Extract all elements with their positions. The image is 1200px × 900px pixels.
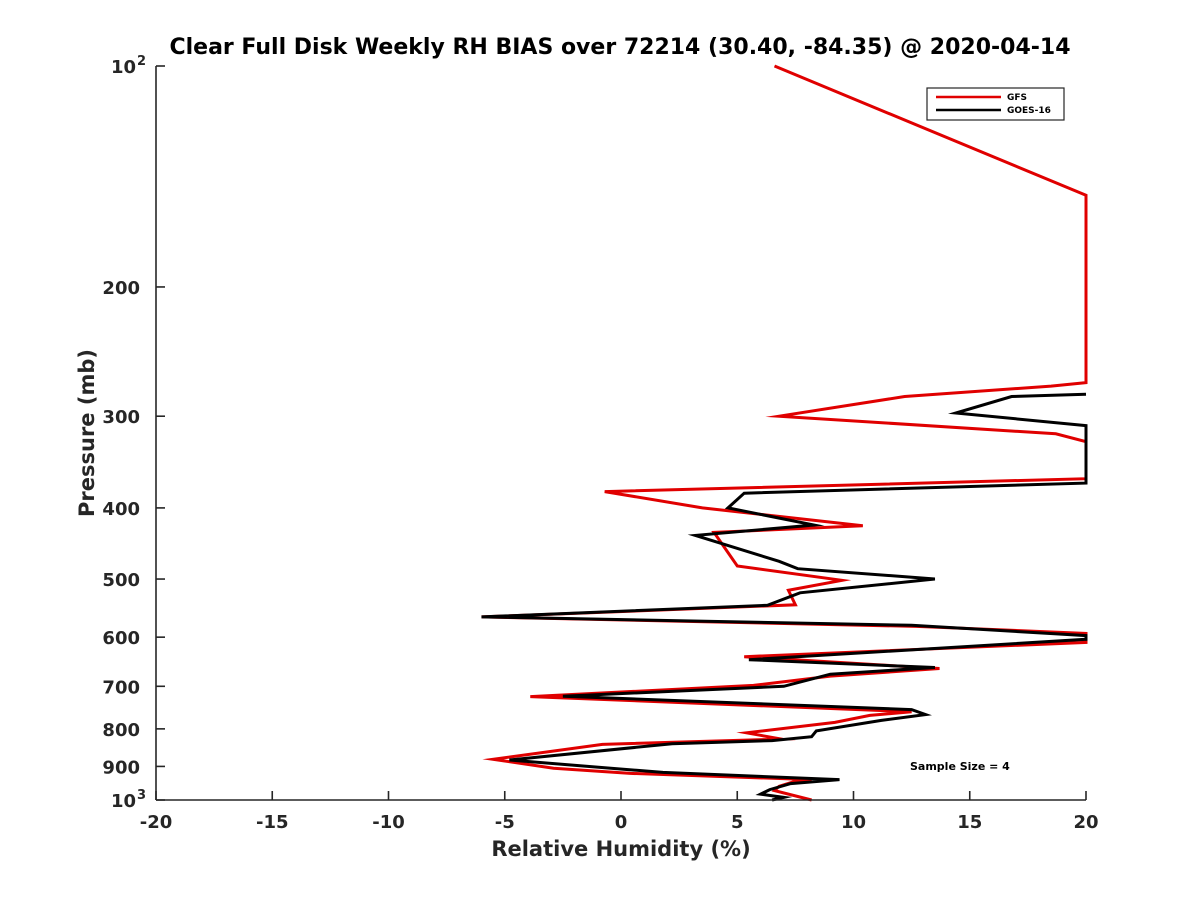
y-tick-label: 900 <box>102 757 140 778</box>
series-layer <box>481 64 1088 802</box>
x-tick-label: 5 <box>731 812 744 833</box>
x-axis-label: Relative Humidity (%) <box>491 837 750 861</box>
x-tick-label: -15 <box>256 812 289 833</box>
y-tick-label: 10 <box>111 791 136 812</box>
plot-area <box>156 66 1086 800</box>
x-tick-label: -5 <box>495 812 515 833</box>
y-tick-label: 400 <box>102 499 140 520</box>
legend-label-goes16: GOES-16 <box>1007 106 1051 116</box>
y-tick-exponent: 2 <box>137 54 146 69</box>
y-axis-label: Pressure (mb) <box>75 349 99 517</box>
x-tick-label: 20 <box>1073 812 1098 833</box>
y-tick-label: 500 <box>102 570 140 591</box>
y-tick-exponent: 3 <box>137 788 146 803</box>
x-tick-label: 10 <box>841 812 866 833</box>
chart-title: Clear Full Disk Weekly RH BIAS over 7221… <box>169 35 1070 60</box>
y-tick-label: 10 <box>111 57 136 78</box>
y-tick-label: 600 <box>102 628 140 649</box>
y-tick-label: 700 <box>102 677 140 698</box>
y-tick-label: 200 <box>102 278 140 299</box>
legend-label-gfs: GFS <box>1007 93 1027 103</box>
legend-box <box>926 87 1065 121</box>
x-tick-label: -20 <box>140 812 173 833</box>
y-tick-label: 300 <box>102 407 140 428</box>
x-ticks: -20 -15 -10 -5 0 5 10 15 20 <box>140 791 1099 833</box>
series-line-goes-16 <box>481 392 1088 802</box>
legend: GFS GOES-16 <box>926 87 1065 121</box>
x-tick-label: -10 <box>372 812 405 833</box>
sample-size-annotation: Sample Size = 4 <box>910 760 1010 773</box>
x-tick-label: 15 <box>957 812 982 833</box>
x-tick-label: 0 <box>615 812 628 833</box>
y-tick-label: 800 <box>102 720 140 741</box>
